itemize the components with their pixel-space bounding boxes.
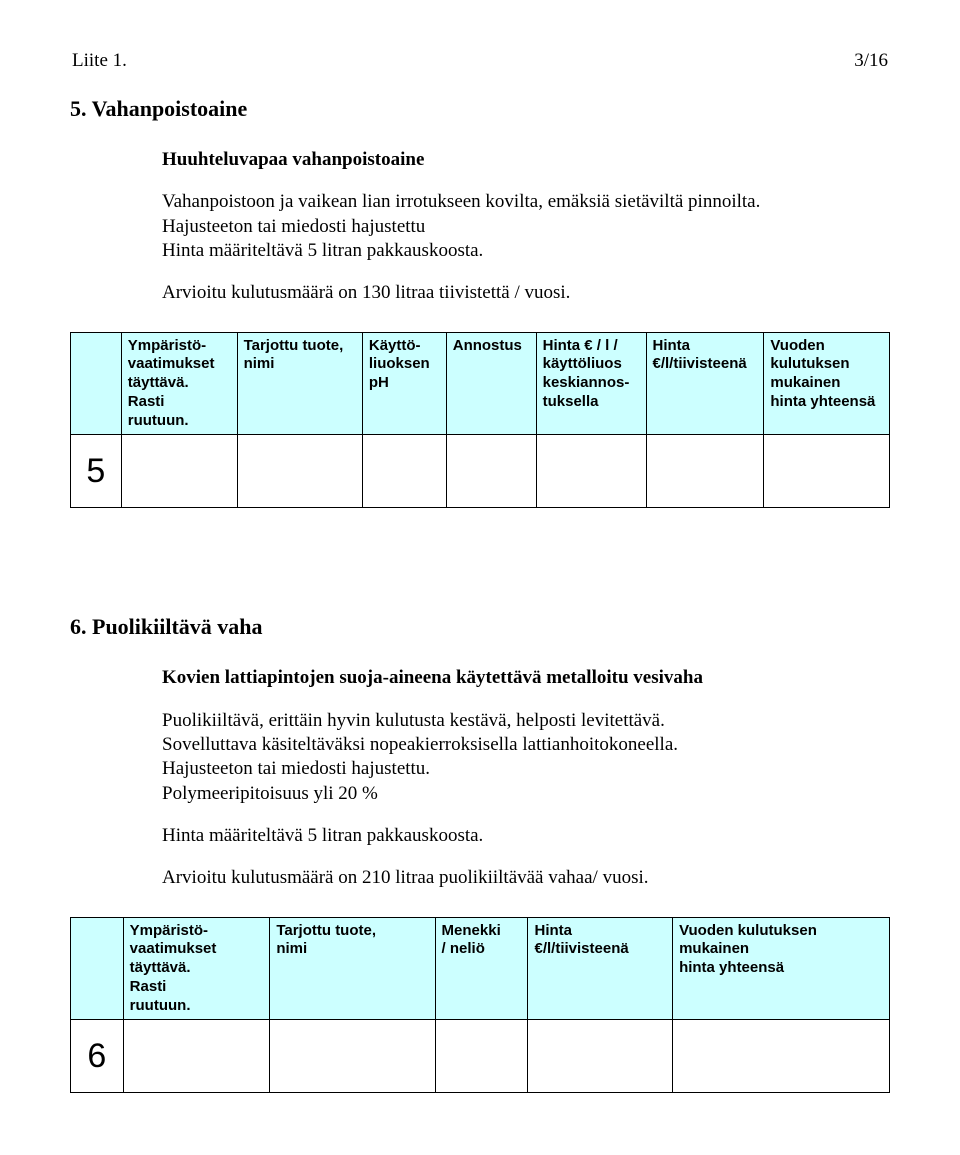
- t1-rownum: 5: [71, 435, 122, 508]
- t2-cell-consumption[interactable]: [435, 1020, 528, 1093]
- section5-volume-note: Arvioitu kulutusmäärä on 130 litraa tiiv…: [162, 281, 890, 305]
- t1-h-blank: [71, 332, 122, 435]
- t2-h-env: Ympäristö-vaatimuksettäyttävä.Rastiruutu…: [123, 917, 270, 1020]
- section6-desc3: Hajusteeton tai miedosti hajustettu.: [162, 757, 890, 781]
- table-row: 6: [71, 1020, 890, 1093]
- header-right: 3/16: [854, 50, 888, 72]
- section5-price-note: Hinta määriteltävä 5 litran pakkauskoost…: [162, 239, 890, 263]
- t1-h-price-concentrate: Hinta€/l/tiivisteenä: [646, 332, 764, 435]
- table-row: 5: [71, 435, 890, 508]
- t1-h-env: Ympäristö-vaatimuksettäyttävä.Rastiruutu…: [121, 332, 237, 435]
- t2-h-product: Tarjottu tuote,nimi: [270, 917, 435, 1020]
- section5-desc2: Hajusteeton tai miedosti hajustettu: [162, 215, 890, 239]
- t1-h-annual: Vuodenkulutuksenmukainenhinta yhteensä: [764, 332, 890, 435]
- section6-body: Kovien lattiapintojen suoja-aineena käyt…: [162, 666, 890, 890]
- section5-title: 5. Vahanpoistoaine: [70, 96, 890, 122]
- section6-desc1: Puolikiiltävä, erittäin hyvin kulutusta …: [162, 709, 890, 733]
- section5-table: Ympäristö-vaatimuksettäyttävä.Rastiruutu…: [70, 332, 890, 509]
- t2-cell-annual[interactable]: [673, 1020, 890, 1093]
- t1-cell-product[interactable]: [237, 435, 362, 508]
- t1-cell-ph[interactable]: [362, 435, 446, 508]
- t2-rownum: 6: [71, 1020, 124, 1093]
- t2-cell-product[interactable]: [270, 1020, 435, 1093]
- header-left: Liite 1.: [72, 50, 127, 72]
- section6-title: 6. Puolikiiltävä vaha: [70, 614, 890, 640]
- t1-cell-env[interactable]: [121, 435, 237, 508]
- t1-h-ph: Käyttö-liuoksenpH: [362, 332, 446, 435]
- t1-cell-annual[interactable]: [764, 435, 890, 508]
- section6-subtitle: Kovien lattiapintojen suoja-aineena käyt…: [162, 666, 890, 690]
- section6-volume-note: Arvioitu kulutusmäärä on 210 litraa puol…: [162, 866, 890, 890]
- t2-h-blank: [71, 917, 124, 1020]
- section5-body: Huuhteluvapaa vahanpoistoaine Vahanpoist…: [162, 148, 890, 306]
- section5-desc1: Vahanpoistoon ja vaikean lian irrotuksee…: [162, 190, 890, 214]
- t1-cell-dosage[interactable]: [446, 435, 536, 508]
- t2-cell-price[interactable]: [528, 1020, 673, 1093]
- page: Liite 1. 3/16 5. Vahanpoistoaine Huuhtel…: [0, 0, 960, 1133]
- t2-cell-env[interactable]: [123, 1020, 270, 1093]
- t1-cell-price-solution[interactable]: [536, 435, 646, 508]
- page-header: Liite 1. 3/16: [70, 50, 890, 72]
- t1-h-product: Tarjottu tuote,nimi: [237, 332, 362, 435]
- section6-desc4: Polymeeripitoisuus yli 20 %: [162, 782, 890, 806]
- t1-h-dosage: Annostus: [446, 332, 536, 435]
- t1-h-price-solution: Hinta € / l /käyttöliuoskeskiannos-tukse…: [536, 332, 646, 435]
- section6-desc2: Sovelluttava käsiteltäväksi nopeakierrok…: [162, 733, 890, 757]
- t1-cell-price-concentrate[interactable]: [646, 435, 764, 508]
- section6-price-note: Hinta määriteltävä 5 litran pakkauskoost…: [162, 824, 890, 848]
- section6-table: Ympäristö-vaatimuksettäyttävä.Rastiruutu…: [70, 917, 890, 1094]
- t2-h-consumption: Menekki/ neliö: [435, 917, 528, 1020]
- t2-h-price: Hinta€/l/tiivisteenä: [528, 917, 673, 1020]
- t2-h-annual: Vuoden kulutuksenmukainenhinta yhteensä: [673, 917, 890, 1020]
- section5-subtitle: Huuhteluvapaa vahanpoistoaine: [162, 148, 890, 172]
